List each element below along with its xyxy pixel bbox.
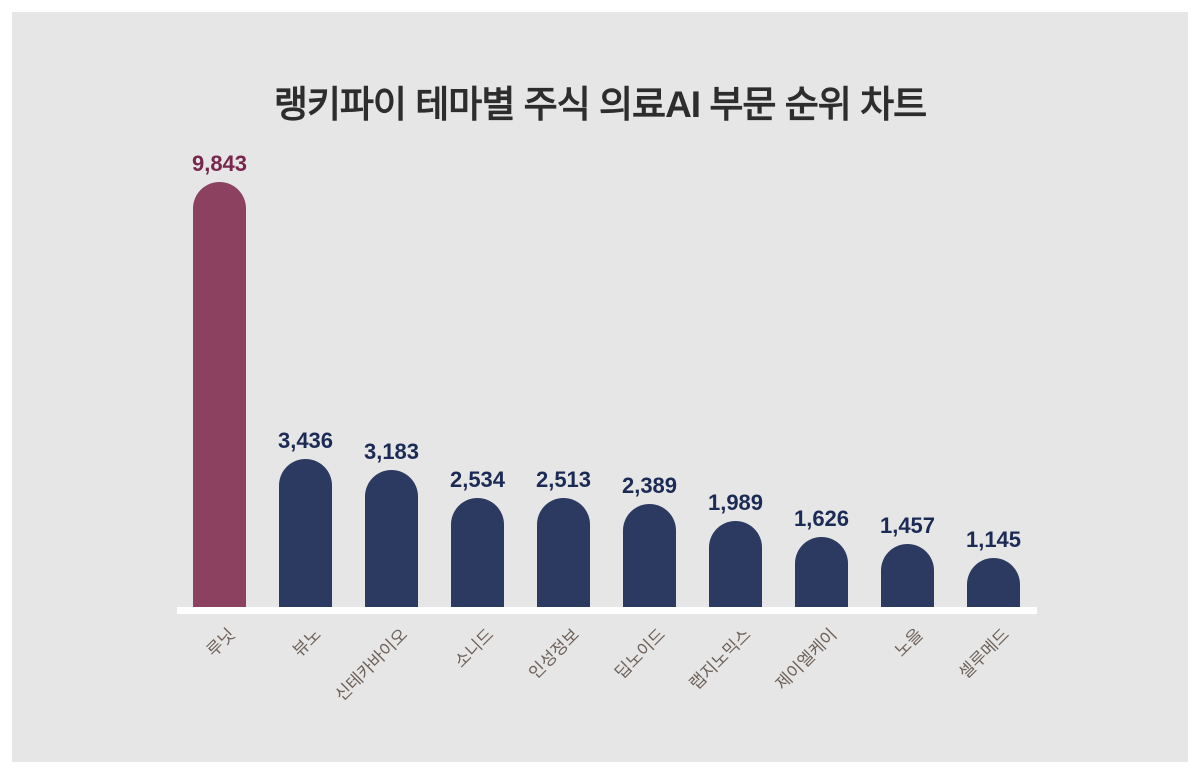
bar-value-label-9: 1,457 bbox=[879, 513, 936, 539]
plot-area: 9,843 루닛 3,436 뷰노 3,183 신테카바이오 2,534 소니드 2,513 인성… bbox=[12, 12, 1188, 762]
x-axis-tick-label-5: 인성정보 bbox=[525, 625, 583, 683]
x-axis-tick-label-6: 딥노이드 bbox=[611, 625, 669, 683]
bar-5 bbox=[537, 498, 590, 607]
bar-10 bbox=[967, 557, 1020, 607]
bar-2 bbox=[279, 458, 332, 607]
x-axis-tick-label-9: 노을 bbox=[891, 625, 927, 661]
bar-value-label-7: 1,989 bbox=[707, 490, 764, 516]
x-axis-tick-label-4: 소니드 bbox=[450, 625, 497, 672]
bar-6 bbox=[623, 503, 676, 607]
bar-value-label-8: 1,626 bbox=[793, 505, 850, 531]
chart-title: 랭키파이 테마별 주식 의료AI 부문 순위 차트 bbox=[273, 84, 927, 125]
bar-8 bbox=[795, 536, 848, 607]
chart-panel: 랭키파이 테마별 주식 의료AI 부문 순위 차트 9,843 루닛 3,436 뷰노… bbox=[12, 12, 1188, 762]
bar-value-label-3: 3,183 bbox=[363, 438, 420, 464]
x-axis-tick-label-1: 루닛 bbox=[203, 625, 239, 661]
x-axis-tick-label-7: 랩지노믹스 bbox=[686, 625, 755, 694]
bar-4 bbox=[451, 497, 504, 607]
x-axis-line bbox=[177, 607, 1037, 614]
x-axis-tick-label-3: 신테카바이오 bbox=[331, 625, 411, 705]
x-axis-tick-label-10: 셀루메드 bbox=[955, 625, 1013, 683]
bar-7 bbox=[709, 521, 762, 607]
bar-3 bbox=[365, 469, 418, 607]
bar-value-label-1: 9,843 bbox=[191, 151, 248, 176]
x-axis-tick-label-2: 뷰노 bbox=[289, 625, 325, 661]
x-axis-tick-label-8: 제이엘케이 bbox=[772, 625, 841, 694]
bar-9 bbox=[881, 544, 934, 607]
bar-value-label-10: 1,145 bbox=[965, 526, 1022, 552]
bar-value-label-6: 2,389 bbox=[621, 472, 678, 498]
bar-value-label-5: 2,513 bbox=[535, 467, 592, 493]
bar-value-label-2: 3,436 bbox=[277, 427, 334, 453]
bar-1 bbox=[193, 182, 246, 607]
bar-value-label-4: 2,534 bbox=[449, 466, 506, 492]
